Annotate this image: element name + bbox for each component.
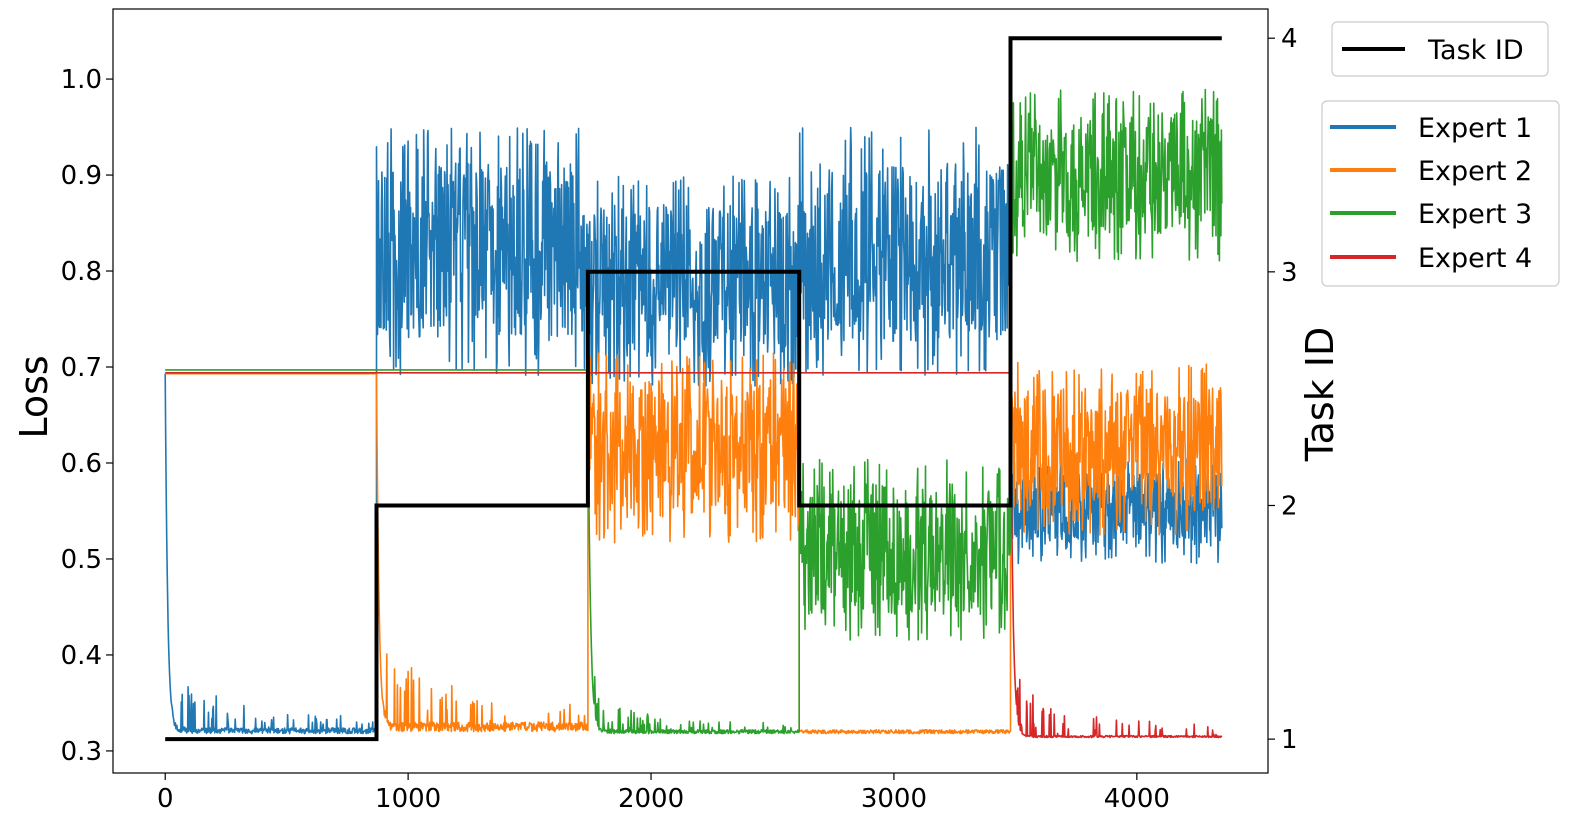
legend-label-expert-1: Expert 1 bbox=[1418, 113, 1532, 144]
y-tick-label: 0.8 bbox=[61, 257, 102, 287]
y-tick-label: 0.5 bbox=[61, 545, 102, 575]
legend-task-label: Task ID bbox=[1427, 35, 1524, 66]
y-axis-left: 0.3 0.4 0.5 0.6 0.7 0.8 0.9 1.0 bbox=[61, 65, 113, 767]
x-tick-label: 2000 bbox=[618, 784, 684, 814]
plot-frame bbox=[112, 8, 1269, 774]
y-tick-label: 0.6 bbox=[61, 449, 102, 479]
y-tick-label: 0.4 bbox=[61, 641, 102, 671]
y-axis-title: Loss bbox=[12, 355, 56, 438]
y2-tick-label: 2 bbox=[1281, 491, 1298, 521]
series-line-expert-1 bbox=[164, 126, 1223, 735]
y-tick-label: 1.0 bbox=[61, 65, 102, 95]
y2-tick-label: 4 bbox=[1281, 24, 1298, 54]
y-tick-label: 0.7 bbox=[61, 353, 102, 383]
legend-task-frame bbox=[1331, 21, 1549, 77]
series-layer bbox=[164, 88, 1223, 739]
legend-experts: Expert 1 Expert 2 Expert 3 Expert 4 bbox=[1321, 100, 1560, 287]
y-tick-label: 0.9 bbox=[61, 161, 102, 191]
legend-experts-frame bbox=[1321, 100, 1560, 287]
y-tick-label: 0.3 bbox=[61, 737, 102, 767]
legend-task: Task ID bbox=[1331, 21, 1549, 77]
task-id-layer bbox=[165, 36, 1222, 742]
y2-tick-label: 1 bbox=[1281, 725, 1298, 755]
x-axis: 0 1000 2000 3000 4000 bbox=[157, 773, 1170, 814]
y-axis-right: 1 2 3 4 bbox=[1268, 24, 1298, 755]
y2-axis-title: Task ID bbox=[1298, 327, 1342, 463]
series-line-expert-2 bbox=[164, 352, 1223, 735]
x-tick-label: 1000 bbox=[375, 784, 441, 814]
x-tick-label: 4000 bbox=[1104, 784, 1170, 814]
series-line-expert-3 bbox=[164, 88, 1223, 735]
x-tick-label: 0 bbox=[157, 784, 174, 814]
task-id-line bbox=[165, 36, 1222, 742]
legend-label-expert-3: Expert 3 bbox=[1418, 199, 1532, 230]
series-line-expert-4 bbox=[164, 372, 1223, 739]
legend-label-expert-2: Expert 2 bbox=[1418, 156, 1532, 187]
y2-tick-label: 3 bbox=[1281, 258, 1298, 288]
legend-label-expert-4: Expert 4 bbox=[1418, 243, 1532, 274]
x-tick-label: 3000 bbox=[861, 784, 927, 814]
